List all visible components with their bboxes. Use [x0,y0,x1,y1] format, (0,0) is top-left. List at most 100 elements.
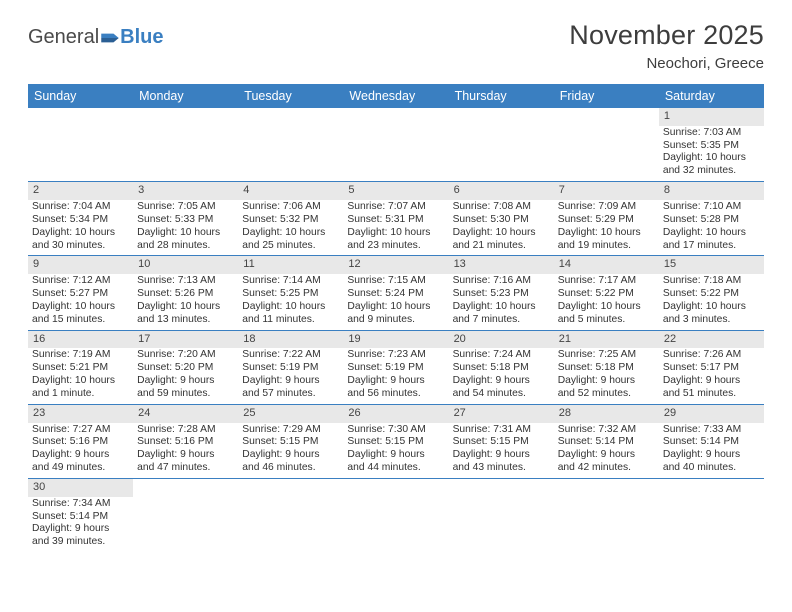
sunset-text: Sunset: 5:25 PM [242,288,339,301]
empty-cell [659,479,764,552]
day-body: Sunrise: 7:16 AMSunset: 5:23 PMDaylight:… [449,274,554,329]
daylight-text: Daylight: 10 hours and 9 minutes. [347,301,444,327]
logo: General Blue [28,26,164,49]
sunrise-text: Sunrise: 7:20 AM [137,349,234,362]
daylight-text: Daylight: 10 hours and 21 minutes. [453,227,550,253]
day-cell: 19Sunrise: 7:23 AMSunset: 5:19 PMDayligh… [343,331,448,404]
title-block: November 2025 Neochori, Greece [569,20,764,72]
day-body: Sunrise: 7:04 AMSunset: 5:34 PMDaylight:… [28,200,133,255]
sunset-text: Sunset: 5:28 PM [663,214,760,227]
day-cell: 12Sunrise: 7:15 AMSunset: 5:24 PMDayligh… [343,256,448,329]
daylight-text: Daylight: 9 hours and 42 minutes. [558,449,655,475]
sunset-text: Sunset: 5:32 PM [242,214,339,227]
sunset-text: Sunset: 5:17 PM [663,362,760,375]
sunrise-text: Sunrise: 7:06 AM [242,201,339,214]
day-cell: 7Sunrise: 7:09 AMSunset: 5:29 PMDaylight… [554,182,659,255]
sunset-text: Sunset: 5:20 PM [137,362,234,375]
sunrise-text: Sunrise: 7:30 AM [347,424,444,437]
day-body: Sunrise: 7:07 AMSunset: 5:31 PMDaylight:… [343,200,448,255]
daylight-text: Daylight: 9 hours and 47 minutes. [137,449,234,475]
daylight-text: Daylight: 9 hours and 39 minutes. [32,523,129,549]
day-number: 8 [659,182,764,200]
empty-cell [28,108,133,181]
weekday-header-row: SundayMondayTuesdayWednesdayThursdayFrid… [28,84,764,108]
calendar-week-row: 2Sunrise: 7:04 AMSunset: 5:34 PMDaylight… [28,182,764,256]
sunrise-text: Sunrise: 7:34 AM [32,498,129,511]
day-cell: 10Sunrise: 7:13 AMSunset: 5:26 PMDayligh… [133,256,238,329]
day-cell: 29Sunrise: 7:33 AMSunset: 5:14 PMDayligh… [659,405,764,478]
logo-text-2: Blue [120,26,163,49]
empty-cell [238,108,343,181]
calendar: SundayMondayTuesdayWednesdayThursdayFrid… [28,84,764,552]
day-number: 27 [449,405,554,423]
day-number: 24 [133,405,238,423]
empty-cell [554,108,659,181]
day-body: Sunrise: 7:20 AMSunset: 5:20 PMDaylight:… [133,348,238,403]
sunset-text: Sunset: 5:31 PM [347,214,444,227]
day-number: 7 [554,182,659,200]
day-cell: 30Sunrise: 7:34 AMSunset: 5:14 PMDayligh… [28,479,133,552]
sunset-text: Sunset: 5:23 PM [453,288,550,301]
daylight-text: Daylight: 9 hours and 44 minutes. [347,449,444,475]
day-number: 23 [28,405,133,423]
daylight-text: Daylight: 10 hours and 17 minutes. [663,227,760,253]
sunrise-text: Sunrise: 7:22 AM [242,349,339,362]
daylight-text: Daylight: 10 hours and 23 minutes. [347,227,444,253]
logo-text-1: General [28,26,99,49]
empty-cell [133,479,238,552]
empty-cell [554,479,659,552]
sunrise-text: Sunrise: 7:26 AM [663,349,760,362]
weekday-header: Wednesday [343,84,448,108]
day-cell: 23Sunrise: 7:27 AMSunset: 5:16 PMDayligh… [28,405,133,478]
daylight-text: Daylight: 10 hours and 15 minutes. [32,301,129,327]
sunrise-text: Sunrise: 7:25 AM [558,349,655,362]
daylight-text: Daylight: 10 hours and 30 minutes. [32,227,129,253]
day-body: Sunrise: 7:31 AMSunset: 5:15 PMDaylight:… [449,423,554,478]
sunrise-text: Sunrise: 7:14 AM [242,275,339,288]
empty-cell [343,108,448,181]
daylight-text: Daylight: 10 hours and 32 minutes. [663,152,760,178]
calendar-week-row: 9Sunrise: 7:12 AMSunset: 5:27 PMDaylight… [28,256,764,330]
sunrise-text: Sunrise: 7:23 AM [347,349,444,362]
day-cell: 9Sunrise: 7:12 AMSunset: 5:27 PMDaylight… [28,256,133,329]
sunrise-text: Sunrise: 7:32 AM [558,424,655,437]
sunset-text: Sunset: 5:14 PM [558,436,655,449]
sunrise-text: Sunrise: 7:18 AM [663,275,760,288]
daylight-text: Daylight: 10 hours and 28 minutes. [137,227,234,253]
day-number: 4 [238,182,343,200]
day-cell: 28Sunrise: 7:32 AMSunset: 5:14 PMDayligh… [554,405,659,478]
daylight-text: Daylight: 9 hours and 43 minutes. [453,449,550,475]
day-body: Sunrise: 7:25 AMSunset: 5:18 PMDaylight:… [554,348,659,403]
day-body: Sunrise: 7:14 AMSunset: 5:25 PMDaylight:… [238,274,343,329]
sunset-text: Sunset: 5:35 PM [663,140,760,153]
day-number: 28 [554,405,659,423]
daylight-text: Daylight: 10 hours and 5 minutes. [558,301,655,327]
sunset-text: Sunset: 5:18 PM [453,362,550,375]
page: General Blue November 2025 Neochori, Gre… [0,0,792,572]
day-body: Sunrise: 7:33 AMSunset: 5:14 PMDaylight:… [659,423,764,478]
sunrise-text: Sunrise: 7:19 AM [32,349,129,362]
day-cell: 16Sunrise: 7:19 AMSunset: 5:21 PMDayligh… [28,331,133,404]
sunset-text: Sunset: 5:27 PM [32,288,129,301]
day-body: Sunrise: 7:27 AMSunset: 5:16 PMDaylight:… [28,423,133,478]
day-body: Sunrise: 7:22 AMSunset: 5:19 PMDaylight:… [238,348,343,403]
day-body: Sunrise: 7:12 AMSunset: 5:27 PMDaylight:… [28,274,133,329]
sunset-text: Sunset: 5:14 PM [663,436,760,449]
daylight-text: Daylight: 9 hours and 46 minutes. [242,449,339,475]
day-cell: 18Sunrise: 7:22 AMSunset: 5:19 PMDayligh… [238,331,343,404]
day-body: Sunrise: 7:23 AMSunset: 5:19 PMDaylight:… [343,348,448,403]
day-cell: 11Sunrise: 7:14 AMSunset: 5:25 PMDayligh… [238,256,343,329]
day-cell: 25Sunrise: 7:29 AMSunset: 5:15 PMDayligh… [238,405,343,478]
weekday-header: Sunday [28,84,133,108]
sunrise-text: Sunrise: 7:05 AM [137,201,234,214]
day-number: 20 [449,331,554,349]
sunset-text: Sunset: 5:16 PM [32,436,129,449]
calendar-body: 1Sunrise: 7:03 AMSunset: 5:35 PMDaylight… [28,108,764,552]
day-number: 6 [449,182,554,200]
day-number: 15 [659,256,764,274]
daylight-text: Daylight: 10 hours and 11 minutes. [242,301,339,327]
sunset-text: Sunset: 5:15 PM [453,436,550,449]
day-number: 11 [238,256,343,274]
sunset-text: Sunset: 5:30 PM [453,214,550,227]
sunrise-text: Sunrise: 7:10 AM [663,201,760,214]
